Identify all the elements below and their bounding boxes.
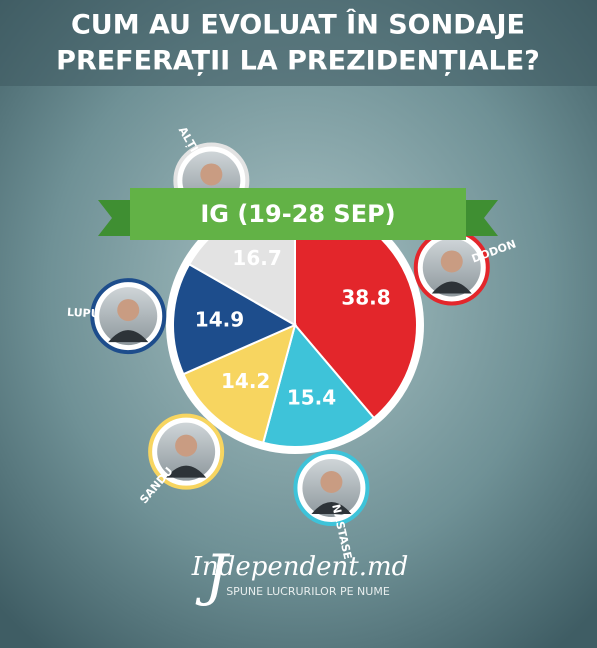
- value-label: 14.9: [195, 307, 244, 331]
- value-label: 16.7: [232, 246, 281, 270]
- banner-tail: [458, 200, 498, 236]
- photo-head: [320, 470, 343, 493]
- photo-head: [440, 250, 463, 273]
- pie-slice: [172, 262, 298, 376]
- photo-body: [108, 330, 149, 343]
- banner-text: IG (19-28 SEP): [200, 200, 395, 228]
- value-label: 14.2: [221, 369, 270, 393]
- photo-body: [166, 465, 207, 478]
- title-line: PREFERAȚII LA PREZIDENȚIALE?: [56, 46, 540, 77]
- photo-body: [311, 501, 352, 514]
- banner: IG (19-28 SEP): [98, 188, 498, 240]
- photo-body: [431, 281, 472, 294]
- photo-head: [200, 163, 223, 186]
- pie-slice: [261, 322, 376, 448]
- logo-name: Independent.md: [191, 552, 409, 582]
- value-label: 15.4: [287, 385, 336, 409]
- photo-head: [117, 299, 140, 322]
- title-line: CUM AU EVOLUAT ÎN SONDAJE: [71, 9, 525, 41]
- banner-body: [130, 188, 466, 240]
- value-label: 38.8: [341, 285, 390, 309]
- title-band: [0, 0, 597, 86]
- photo-head: [175, 434, 198, 457]
- category-label: LUPU: [67, 306, 100, 321]
- logo-tagline: SPUNE LUCRURILOR PE NUME: [226, 585, 390, 598]
- banner-tail: [98, 200, 138, 236]
- pie-slice: [182, 323, 297, 445]
